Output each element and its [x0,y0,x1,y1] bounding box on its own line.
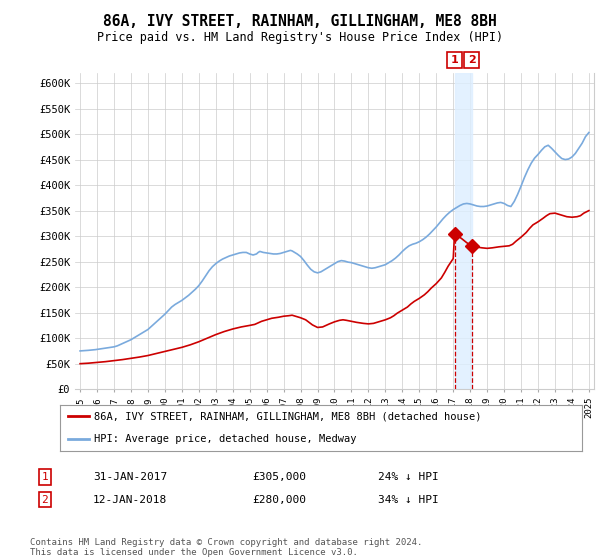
Text: 31-JAN-2017: 31-JAN-2017 [93,472,167,482]
Text: 12-JAN-2018: 12-JAN-2018 [93,494,167,505]
Text: £305,000: £305,000 [252,472,306,482]
Text: 2: 2 [41,494,49,505]
Bar [455,73,472,389]
Text: 1: 1 [451,55,458,65]
Text: 86A, IVY STREET, RAINHAM, GILLINGHAM, ME8 8BH: 86A, IVY STREET, RAINHAM, GILLINGHAM, ME… [103,14,497,29]
Text: HPI: Average price, detached house, Medway: HPI: Average price, detached house, Medw… [94,435,356,444]
Text: 86A, IVY STREET, RAINHAM, GILLINGHAM, ME8 8BH (detached house): 86A, IVY STREET, RAINHAM, GILLINGHAM, ME… [94,412,481,421]
Text: 24% ↓ HPI: 24% ↓ HPI [378,472,439,482]
Text: Contains HM Land Registry data © Crown copyright and database right 2024.
This d: Contains HM Land Registry data © Crown c… [30,538,422,557]
Text: 34% ↓ HPI: 34% ↓ HPI [378,494,439,505]
Text: 2: 2 [467,55,475,65]
Text: £280,000: £280,000 [252,494,306,505]
Text: Price paid vs. HM Land Registry's House Price Index (HPI): Price paid vs. HM Land Registry's House … [97,31,503,44]
Text: 1: 1 [41,472,49,482]
